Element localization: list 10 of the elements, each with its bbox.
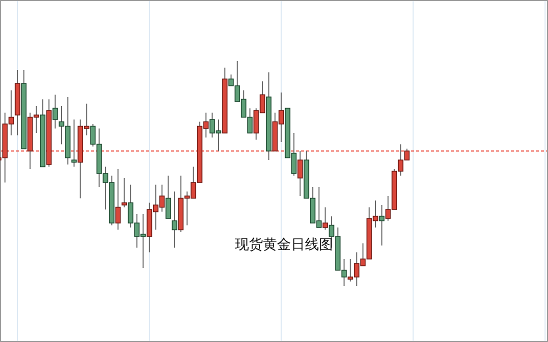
candlestick <box>122 178 127 208</box>
text: 现货黄金日线图 <box>235 237 333 253</box>
candlestick <box>322 206 328 230</box>
candlestick <box>115 168 121 230</box>
candlestick <box>166 175 171 219</box>
candlestick <box>297 150 303 196</box>
candlestick <box>172 191 178 248</box>
candlestick <box>71 119 77 168</box>
candlestick <box>52 94 58 129</box>
candlestick <box>379 204 384 246</box>
